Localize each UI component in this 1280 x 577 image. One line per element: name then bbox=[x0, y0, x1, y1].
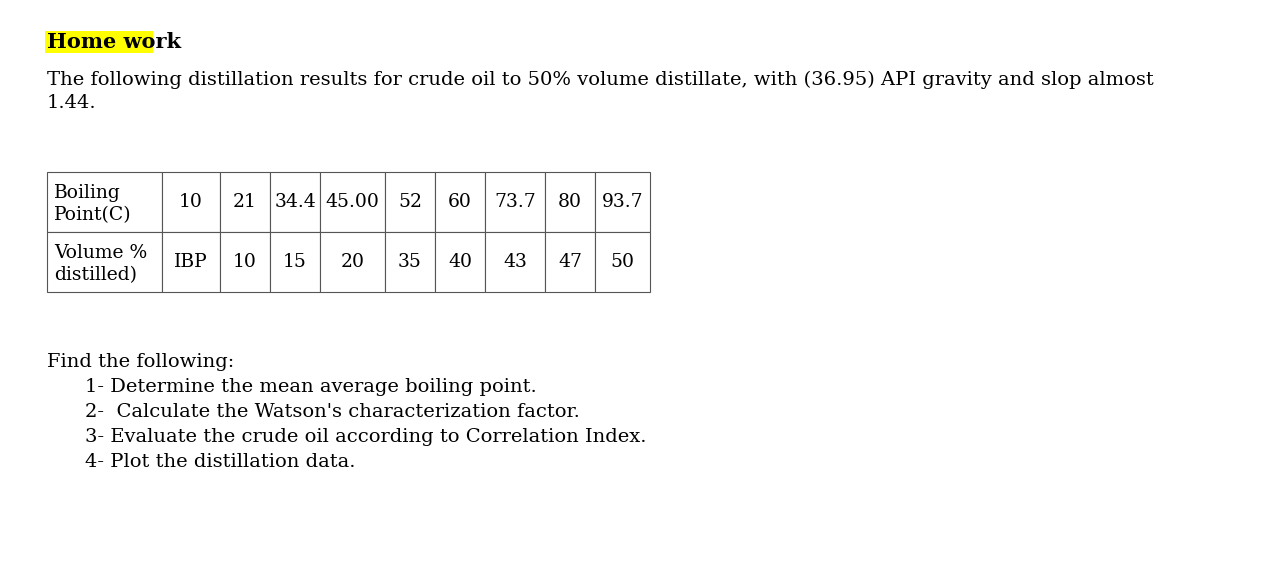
Text: Home work: Home work bbox=[47, 32, 180, 52]
Text: 35: 35 bbox=[398, 253, 422, 271]
Bar bbox=[220, 172, 270, 232]
Text: Boiling: Boiling bbox=[54, 184, 120, 202]
Text: 40: 40 bbox=[448, 253, 472, 271]
Bar bbox=[163, 232, 220, 292]
Bar bbox=[270, 232, 320, 292]
Bar bbox=[595, 232, 650, 292]
Text: 1- Determine the mean average boiling point.: 1- Determine the mean average boiling po… bbox=[84, 378, 536, 396]
Text: Volume %: Volume % bbox=[54, 244, 147, 262]
Text: 3- Evaluate the crude oil according to Correlation Index.: 3- Evaluate the crude oil according to C… bbox=[84, 428, 646, 446]
Text: distilled): distilled) bbox=[54, 266, 137, 284]
Text: The following distillation results for crude oil to 50% volume distillate, with : The following distillation results for c… bbox=[47, 71, 1153, 89]
Text: 2-  Calculate the Watson's characterization factor.: 2- Calculate the Watson's characterizati… bbox=[84, 403, 580, 421]
Text: Point(C): Point(C) bbox=[54, 206, 132, 224]
Bar bbox=[435, 232, 485, 292]
Bar bbox=[320, 232, 385, 292]
Bar bbox=[385, 172, 435, 232]
Bar bbox=[320, 172, 385, 232]
Text: 45.00: 45.00 bbox=[325, 193, 379, 211]
Bar bbox=[545, 232, 595, 292]
Text: IBP: IBP bbox=[174, 253, 207, 271]
Text: 60: 60 bbox=[448, 193, 472, 211]
Bar bbox=[163, 172, 220, 232]
Text: 50: 50 bbox=[611, 253, 635, 271]
Text: 4- Plot the distillation data.: 4- Plot the distillation data. bbox=[84, 453, 356, 471]
Text: 34.4: 34.4 bbox=[274, 193, 316, 211]
Bar bbox=[385, 232, 435, 292]
Bar bbox=[595, 172, 650, 232]
Bar bbox=[435, 172, 485, 232]
Text: 21: 21 bbox=[233, 193, 257, 211]
Bar bbox=[485, 172, 545, 232]
Text: 93.7: 93.7 bbox=[602, 193, 644, 211]
Text: 15: 15 bbox=[283, 253, 307, 271]
Bar bbox=[545, 172, 595, 232]
Bar bbox=[45, 31, 154, 53]
Bar bbox=[47, 232, 163, 292]
Bar bbox=[270, 172, 320, 232]
Bar bbox=[47, 172, 163, 232]
Text: 43: 43 bbox=[503, 253, 527, 271]
Text: 73.7: 73.7 bbox=[494, 193, 536, 211]
Text: 52: 52 bbox=[398, 193, 422, 211]
Bar bbox=[485, 232, 545, 292]
Bar bbox=[220, 232, 270, 292]
Text: 47: 47 bbox=[558, 253, 582, 271]
Text: Find the following:: Find the following: bbox=[47, 353, 234, 371]
Text: 80: 80 bbox=[558, 193, 582, 211]
Text: 1.44.: 1.44. bbox=[47, 94, 96, 112]
Text: 10: 10 bbox=[233, 253, 257, 271]
Text: 20: 20 bbox=[340, 253, 365, 271]
Text: 10: 10 bbox=[179, 193, 204, 211]
